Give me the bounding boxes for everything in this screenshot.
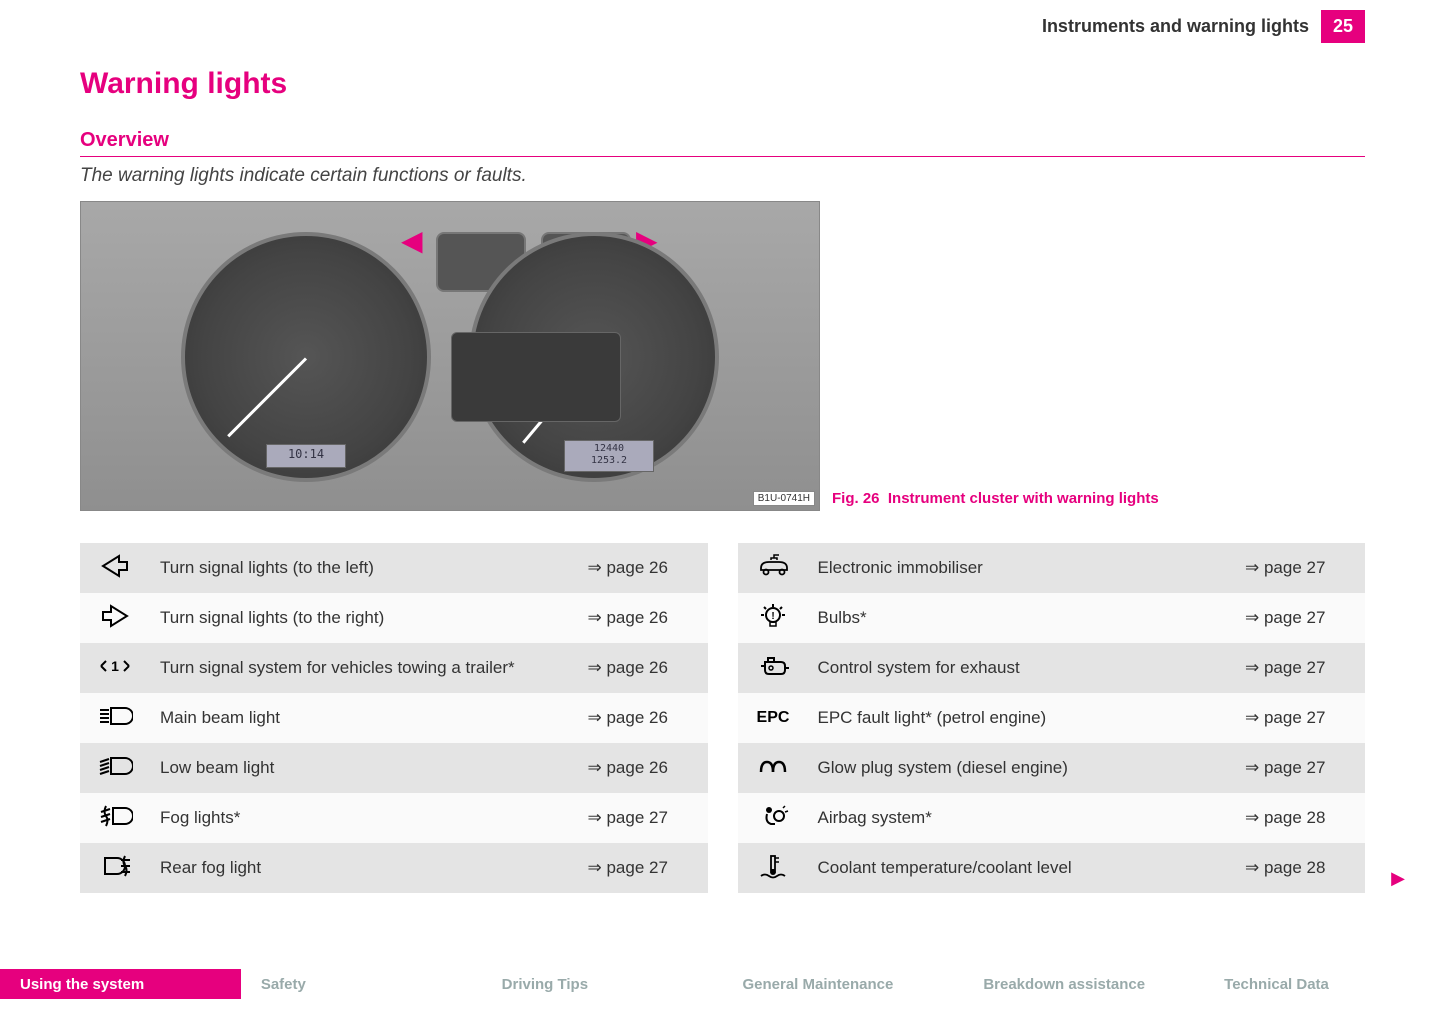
center-warning-panel	[451, 332, 621, 422]
table-row: Main beam light⇒ page 26	[80, 693, 708, 743]
warning-label: Glow plug system (diesel engine)	[808, 743, 1236, 793]
table-row: Control system for exhaust⇒ page 27	[738, 643, 1366, 693]
page-ref: ⇒ page 27	[578, 793, 708, 843]
warning-label: Electronic immobiliser	[808, 543, 1236, 593]
page-ref: ⇒ page 27	[1235, 643, 1365, 693]
page-ref: ⇒ page 28	[1235, 843, 1365, 893]
footer-tab-using-the-system[interactable]: Using the system	[0, 969, 241, 999]
warning-label: Bulbs*	[808, 593, 1236, 643]
page-ref: ⇒ page 26	[578, 743, 708, 793]
warning-label: Rear fog light	[150, 843, 578, 893]
table-row: Glow plug system (diesel engine)⇒ page 2…	[738, 743, 1366, 793]
table-row: Turn signal lights (to the left)⇒ page 2…	[80, 543, 708, 593]
table-row: Turn signal lights (to the right)⇒ page …	[80, 593, 708, 643]
table-row: Fog lights*⇒ page 27	[80, 793, 708, 843]
airbag-icon	[738, 793, 808, 843]
fog-front-icon	[80, 793, 150, 843]
table-row: Low beam light⇒ page 26	[80, 743, 708, 793]
page-ref: ⇒ page 26	[578, 593, 708, 643]
table-row: Bulbs*⇒ page 27	[738, 593, 1366, 643]
instrument-cluster-image: ◀ ▶ 10:14 124401253.2 B1U-0741H	[80, 201, 820, 511]
table-row: Coolant temperature/coolant level⇒ page …	[738, 843, 1366, 893]
page-ref: ⇒ page 26	[578, 543, 708, 593]
warning-label: Turn signal lights (to the left)	[150, 543, 578, 593]
left-turn-arrow-icon: ◀	[401, 224, 423, 257]
warning-label: Low beam light	[150, 743, 578, 793]
page-ref: ⇒ page 27	[1235, 693, 1365, 743]
warning-table-left: Turn signal lights (to the left)⇒ page 2…	[80, 543, 708, 893]
page-ref: ⇒ page 26	[578, 643, 708, 693]
epc-icon	[738, 693, 808, 743]
page-ref: ⇒ page 27	[578, 843, 708, 893]
warning-label: Coolant temperature/coolant level	[808, 843, 1236, 893]
page-ref: ⇒ page 27	[1235, 593, 1365, 643]
footer-tab-general-maintenance[interactable]: General Maintenance	[722, 969, 963, 999]
footer-tab-technical-data[interactable]: Technical Data	[1204, 969, 1445, 999]
table-row: Turn signal system for vehicles towing a…	[80, 643, 708, 693]
arrow-right-icon	[80, 593, 150, 643]
page-ref: ⇒ page 28	[1235, 793, 1365, 843]
warning-label: EPC fault light* (petrol engine)	[808, 693, 1236, 743]
page-ref: ⇒ page 27	[1235, 543, 1365, 593]
warning-label: Airbag system*	[808, 793, 1236, 843]
footer-tab-safety[interactable]: Safety	[241, 969, 482, 999]
main-beam-icon	[80, 693, 150, 743]
low-beam-icon	[80, 743, 150, 793]
bulb-icon	[738, 593, 808, 643]
fog-rear-icon	[80, 843, 150, 893]
warning-label: Fog lights*	[150, 793, 578, 843]
warning-label: Turn signal system for vehicles towing a…	[150, 643, 578, 693]
page-header: Instruments and warning lights 25	[80, 0, 1365, 43]
page-ref: ⇒ page 26	[578, 693, 708, 743]
arrow-left-icon	[80, 543, 150, 593]
warning-label: Main beam light	[150, 693, 578, 743]
footer-tabs: Using the systemSafetyDriving TipsGenera…	[0, 969, 1445, 999]
table-row: Airbag system*⇒ page 28	[738, 793, 1366, 843]
figure-caption: Fig. 26 Instrument cluster with warning …	[832, 490, 1159, 507]
table-row: EPC fault light* (petrol engine)⇒ page 2…	[738, 693, 1366, 743]
header-section-title: Instruments and warning lights	[1042, 16, 1309, 37]
table-row: Electronic immobiliser⇒ page 27	[738, 543, 1366, 593]
section-title: Overview	[80, 129, 1365, 157]
clock-lcd: 10:14	[266, 444, 346, 468]
warning-label: Control system for exhaust	[808, 643, 1236, 693]
glow-plug-icon	[738, 743, 808, 793]
warning-light-tables: Turn signal lights (to the left)⇒ page 2…	[80, 543, 1365, 893]
table-row: Rear fog light⇒ page 27	[80, 843, 708, 893]
image-code: B1U-0741H	[753, 491, 815, 506]
footer-tab-breakdown-assistance[interactable]: Breakdown assistance	[963, 969, 1204, 999]
warning-table-right: Electronic immobiliser⇒ page 27Bulbs*⇒ p…	[738, 543, 1366, 893]
trailer-signal-icon	[80, 643, 150, 693]
exhaust-icon	[738, 643, 808, 693]
warning-label: Turn signal lights (to the right)	[150, 593, 578, 643]
main-title: Warning lights	[80, 67, 1365, 101]
intro-text: The warning lights indicate certain func…	[80, 165, 1365, 187]
figure-row: ◀ ▶ 10:14 124401253.2 B1U-0741H Fig. 26 …	[80, 201, 1365, 511]
footer-tab-driving-tips[interactable]: Driving Tips	[482, 969, 723, 999]
immobiliser-icon	[738, 543, 808, 593]
page-number: 25	[1321, 10, 1365, 43]
page-ref: ⇒ page 27	[1235, 743, 1365, 793]
coolant-icon	[738, 843, 808, 893]
odometer-lcd: 124401253.2	[564, 440, 654, 472]
next-page-indicator-icon: ▶	[1391, 868, 1405, 889]
